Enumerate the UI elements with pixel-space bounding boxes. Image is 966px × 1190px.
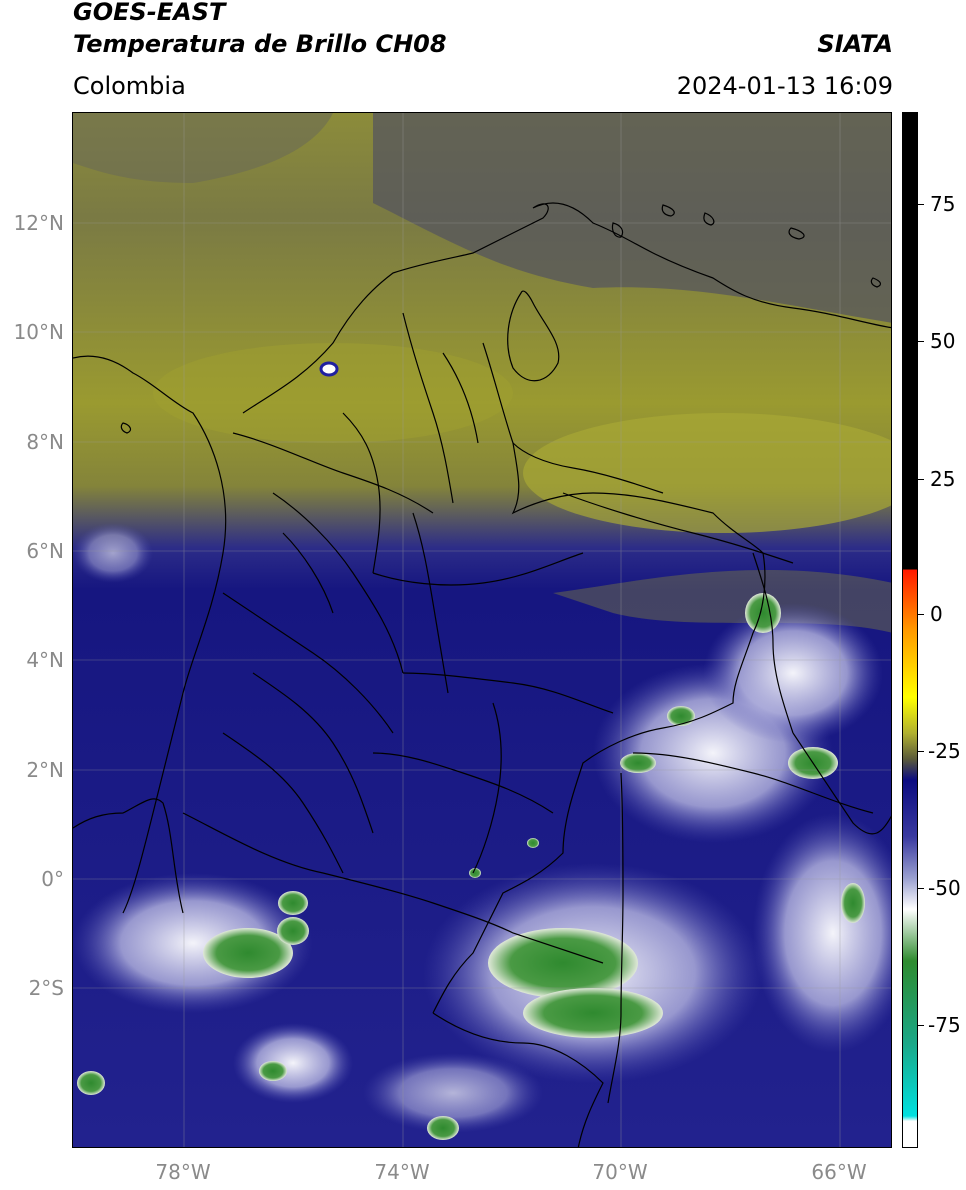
cloud-band-north: [373, 113, 891, 323]
convective-cloud: [73, 873, 313, 1013]
department-border: [512, 442, 664, 494]
department-border: [372, 552, 584, 586]
department-border: [402, 672, 614, 714]
colorbar-tick: [918, 614, 924, 615]
cold-cloud-top: [667, 706, 695, 726]
colorbar-tick: [918, 341, 924, 342]
convective-cloud: [363, 1053, 543, 1133]
lon-label: 78°W: [155, 1160, 211, 1184]
department-border: [272, 492, 404, 674]
department-border: [232, 432, 434, 514]
colorbar-tick: [918, 204, 924, 205]
department-border: [222, 732, 344, 874]
island: [611, 222, 624, 238]
cold-cloud-top: [427, 1116, 459, 1140]
department-border: [402, 312, 454, 504]
title-product: Temperatura de Brillo CH08: [73, 30, 447, 58]
guyana-border: [752, 552, 794, 734]
colorbar-label: 50: [930, 329, 956, 353]
convective-cloud: [233, 1023, 353, 1103]
convective-cloud: [73, 523, 153, 583]
venezuela-border: [562, 492, 794, 564]
island: [788, 227, 805, 240]
lat-label: 0°: [41, 867, 64, 891]
colombia-east-border: [432, 342, 766, 1014]
island: [661, 204, 675, 217]
cold-cloud-top: [203, 928, 293, 978]
island: [870, 277, 882, 288]
venezuela-brazil-border: [632, 752, 874, 814]
convective-cloud: [703, 603, 883, 743]
boundaries: [73, 202, 891, 1147]
cold-cloud-top: [277, 917, 309, 945]
colorbar-tick: [918, 1025, 924, 1026]
convective-cloud: [753, 813, 891, 1053]
colorbar-label: 75: [930, 192, 956, 216]
department-border: [222, 592, 394, 734]
cold-cloud-top: [259, 1061, 287, 1081]
cold-cloud-top: [488, 928, 638, 998]
cloud-patch-northwest: [153, 343, 513, 443]
island: [120, 422, 132, 434]
title-satellite: GOES-EAST: [73, 0, 226, 26]
cloud-band-west: [73, 113, 333, 183]
lat-label: 12°N: [13, 211, 64, 235]
pacific-coastline: [73, 355, 227, 914]
lon-label: 70°W: [592, 1160, 648, 1184]
colorbar-label: 25: [930, 467, 956, 491]
department-border: [252, 672, 374, 834]
colorbar: [902, 112, 918, 1148]
lon-label: 74°W: [374, 1160, 430, 1184]
caribbean-coastline: [242, 202, 891, 414]
region-label: Colombia: [73, 72, 186, 100]
colorbar-label: 0: [930, 602, 943, 626]
lat-label: 10°N: [13, 320, 64, 344]
colorbar-label: -25: [928, 739, 961, 763]
lat-label: 4°N: [26, 648, 64, 672]
department-border: [472, 702, 502, 874]
department-border: [412, 512, 449, 694]
satellite-map[interactable]: [72, 112, 892, 1148]
cold-cloud-top: [620, 753, 656, 773]
lat-label: 2°N: [26, 758, 64, 782]
brand-label: SIATA: [817, 30, 893, 58]
colorbar-tick: [918, 888, 924, 889]
island: [703, 212, 715, 226]
lon-label: 66°W: [811, 1160, 867, 1184]
lat-label: 2°S: [28, 976, 64, 1000]
department-border: [372, 752, 554, 814]
datetime-label: 2024-01-13 16:09: [676, 72, 893, 100]
colorbar-tick: [918, 751, 924, 752]
lat-label: 6°N: [26, 539, 64, 563]
map-canvas: [73, 113, 891, 1147]
cold-cloud-top: [527, 838, 539, 848]
cold-cloud-top: [77, 1071, 105, 1095]
colorbar-label: -75: [928, 1013, 961, 1037]
colombia-south-border: [182, 812, 604, 964]
colorbar-tick: [918, 479, 924, 480]
hot-spot: [319, 361, 339, 377]
ecuador-coastline: [73, 798, 184, 914]
department-border: [442, 352, 479, 444]
colorbar-label: -50: [928, 876, 961, 900]
peru-border: [432, 1012, 604, 1147]
department-border: [342, 412, 381, 574]
cold-cloud-top: [469, 868, 481, 878]
cold-cloud-top: [523, 988, 663, 1038]
lake-maracaibo: [507, 290, 560, 382]
colorbar-scale: [903, 113, 917, 1147]
lat-label: 8°N: [26, 430, 64, 454]
cloud-patch-east: [523, 413, 891, 533]
brazil-border: [607, 772, 624, 1104]
cold-cloud-top: [841, 883, 865, 923]
department-border: [282, 532, 334, 614]
brazil-north-border: [792, 732, 891, 835]
cold-cloud-top: [278, 891, 308, 915]
